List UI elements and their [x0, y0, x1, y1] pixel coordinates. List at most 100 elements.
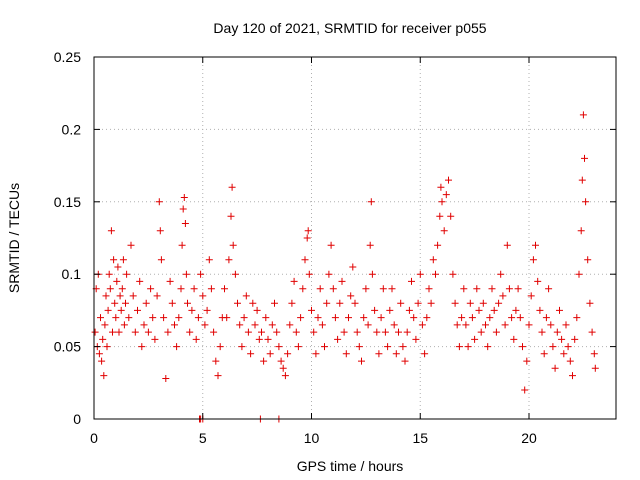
- data-point: [284, 350, 292, 358]
- data-point: [203, 306, 211, 314]
- data-point: [545, 285, 553, 293]
- data-point: [529, 256, 537, 264]
- y-tick-label: 0.15: [54, 194, 81, 210]
- data-point: [397, 299, 405, 307]
- data-point: [264, 335, 272, 343]
- data-point: [273, 328, 281, 336]
- data-point: [425, 285, 433, 293]
- data-point: [212, 357, 220, 365]
- data-point: [338, 277, 346, 285]
- data-point: [249, 299, 257, 307]
- data-point: [134, 306, 141, 314]
- data-point: [288, 299, 296, 307]
- data-point: [367, 198, 375, 206]
- data-point: [301, 256, 309, 264]
- data-point: [214, 372, 222, 380]
- data-point: [225, 256, 233, 264]
- tick-layer: 0 0.05 0.1 0.15 0.2 0.25 0 5 10 15 20: [54, 49, 616, 446]
- data-point: [342, 350, 350, 358]
- data-point: [305, 270, 313, 278]
- x-tick-label: 0: [90, 430, 98, 446]
- data-point: [440, 227, 448, 235]
- data-point: [242, 292, 250, 300]
- data-point: [562, 321, 570, 329]
- data-point: [327, 241, 335, 249]
- data-point: [471, 335, 479, 343]
- data-point: [540, 350, 548, 358]
- data-point: [427, 299, 435, 307]
- data-point: [255, 335, 263, 343]
- data-point: [103, 343, 111, 351]
- data-point: [477, 328, 485, 336]
- data-point: [162, 375, 170, 382]
- data-point: [177, 285, 185, 293]
- x-axis-label: GPS time / hours: [297, 458, 404, 474]
- data-point: [399, 343, 407, 351]
- data-point: [586, 299, 594, 307]
- data-point: [401, 357, 409, 365]
- data-point: [153, 292, 161, 300]
- data-point: [97, 314, 104, 322]
- data-point: [345, 314, 352, 322]
- data-point: [362, 285, 370, 293]
- data-point: [464, 343, 472, 351]
- data-point: [579, 111, 587, 119]
- data-point: [501, 321, 509, 329]
- y-axis-label: SRMTID / TECUs: [6, 183, 22, 293]
- data-point: [416, 270, 424, 278]
- data-point: [292, 328, 300, 336]
- data-point: [521, 386, 529, 394]
- data-point: [102, 292, 110, 300]
- data-point: [251, 321, 259, 329]
- data-point: [412, 335, 420, 343]
- data-point: [351, 299, 359, 307]
- data-point: [449, 270, 457, 278]
- data-point: [503, 241, 511, 249]
- data-point: [297, 314, 305, 322]
- data-point: [584, 256, 592, 264]
- data-point: [484, 343, 492, 351]
- data-point: [486, 314, 494, 322]
- data-point: [115, 328, 123, 336]
- data-point: [286, 321, 294, 329]
- data-point: [534, 277, 542, 285]
- data-point: [109, 328, 116, 336]
- data-point: [353, 328, 361, 336]
- data-point: [508, 314, 516, 322]
- data-point: [414, 299, 422, 307]
- data-point: [140, 321, 148, 329]
- data-point: [455, 343, 463, 351]
- data-point: [310, 328, 318, 336]
- data-point: [368, 270, 376, 278]
- data-point: [91, 328, 99, 336]
- data-point: [238, 343, 246, 351]
- data-point: [505, 285, 513, 293]
- data-point: [358, 357, 365, 365]
- data-point: [303, 234, 311, 242]
- data-point: [421, 350, 429, 358]
- data-point: [290, 277, 298, 285]
- data-point: [466, 299, 474, 307]
- data-point: [119, 256, 127, 264]
- y-tick-label: 0.2: [62, 121, 82, 137]
- data-point: [499, 292, 507, 300]
- data-point: [266, 350, 274, 358]
- data-point: [279, 364, 287, 372]
- data-point: [106, 285, 114, 293]
- data-point: [538, 328, 546, 336]
- data-point: [321, 343, 328, 351]
- data-point: [105, 270, 113, 278]
- data-point: [371, 306, 379, 314]
- data-point: [186, 328, 194, 336]
- data-point: [578, 176, 586, 184]
- data-point: [168, 299, 176, 307]
- x-tick-label: 5: [199, 430, 207, 446]
- data-point: [281, 372, 289, 380]
- data-point: [331, 314, 339, 322]
- data-point: [117, 306, 125, 314]
- data-point: [190, 285, 198, 293]
- data-point: [164, 328, 172, 336]
- data-point: [347, 292, 355, 300]
- data-point: [423, 314, 431, 322]
- data-point: [294, 343, 302, 351]
